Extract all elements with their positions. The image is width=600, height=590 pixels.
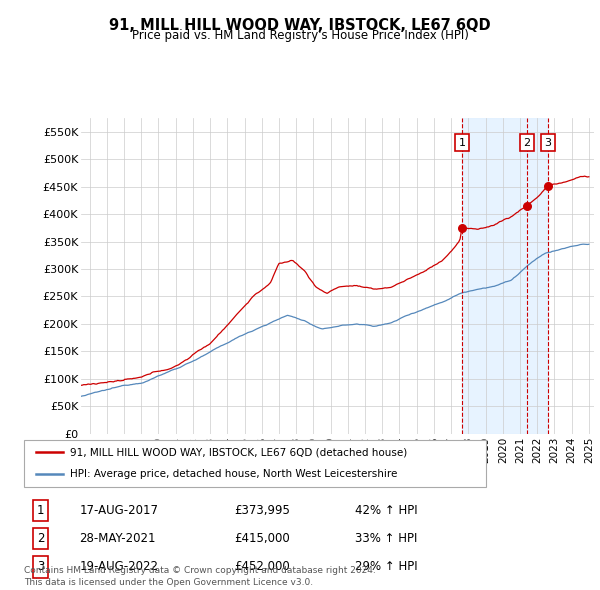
Bar	[462, 118, 548, 434]
Text: 28-MAY-2021: 28-MAY-2021	[79, 532, 156, 545]
Text: Contains HM Land Registry data © Crown copyright and database right 2024.
This d: Contains HM Land Registry data © Crown c…	[24, 566, 376, 587]
Text: Price paid vs. HM Land Registry's House Price Index (HPI): Price paid vs. HM Land Registry's House …	[131, 30, 469, 42]
Text: 3: 3	[37, 560, 44, 573]
Text: 3: 3	[545, 137, 551, 148]
Text: 1: 1	[37, 504, 44, 517]
Text: HPI: Average price, detached house, North West Leicestershire: HPI: Average price, detached house, Nort…	[70, 469, 398, 479]
Text: 2: 2	[37, 532, 44, 545]
Text: 91, MILL HILL WOOD WAY, IBSTOCK, LE67 6QD: 91, MILL HILL WOOD WAY, IBSTOCK, LE67 6Q…	[109, 18, 491, 32]
Point	[522, 201, 532, 211]
Text: 19-AUG-2022: 19-AUG-2022	[79, 560, 158, 573]
Text: £452,000: £452,000	[234, 560, 290, 573]
Point	[457, 224, 467, 233]
Point	[543, 181, 553, 190]
Text: £373,995: £373,995	[234, 504, 290, 517]
Text: 42% ↑ HPI: 42% ↑ HPI	[355, 504, 418, 517]
Text: £415,000: £415,000	[234, 532, 290, 545]
Text: 1: 1	[458, 137, 466, 148]
Text: 2: 2	[523, 137, 530, 148]
Text: 33% ↑ HPI: 33% ↑ HPI	[355, 532, 418, 545]
Text: 17-AUG-2017: 17-AUG-2017	[79, 504, 158, 517]
Text: 91, MILL HILL WOOD WAY, IBSTOCK, LE67 6QD (detached house): 91, MILL HILL WOOD WAY, IBSTOCK, LE67 6Q…	[70, 447, 407, 457]
Text: 29% ↑ HPI: 29% ↑ HPI	[355, 560, 418, 573]
